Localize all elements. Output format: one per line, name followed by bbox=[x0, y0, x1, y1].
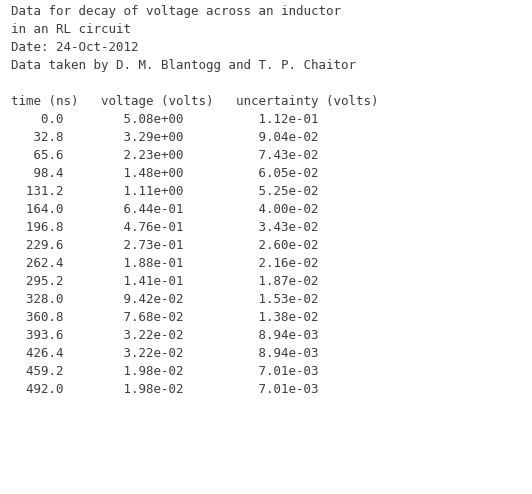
Text: Data for decay of voltage across an inductor
in an RL circuit
Date: 24-Oct-2012
: Data for decay of voltage across an indu… bbox=[11, 5, 378, 396]
